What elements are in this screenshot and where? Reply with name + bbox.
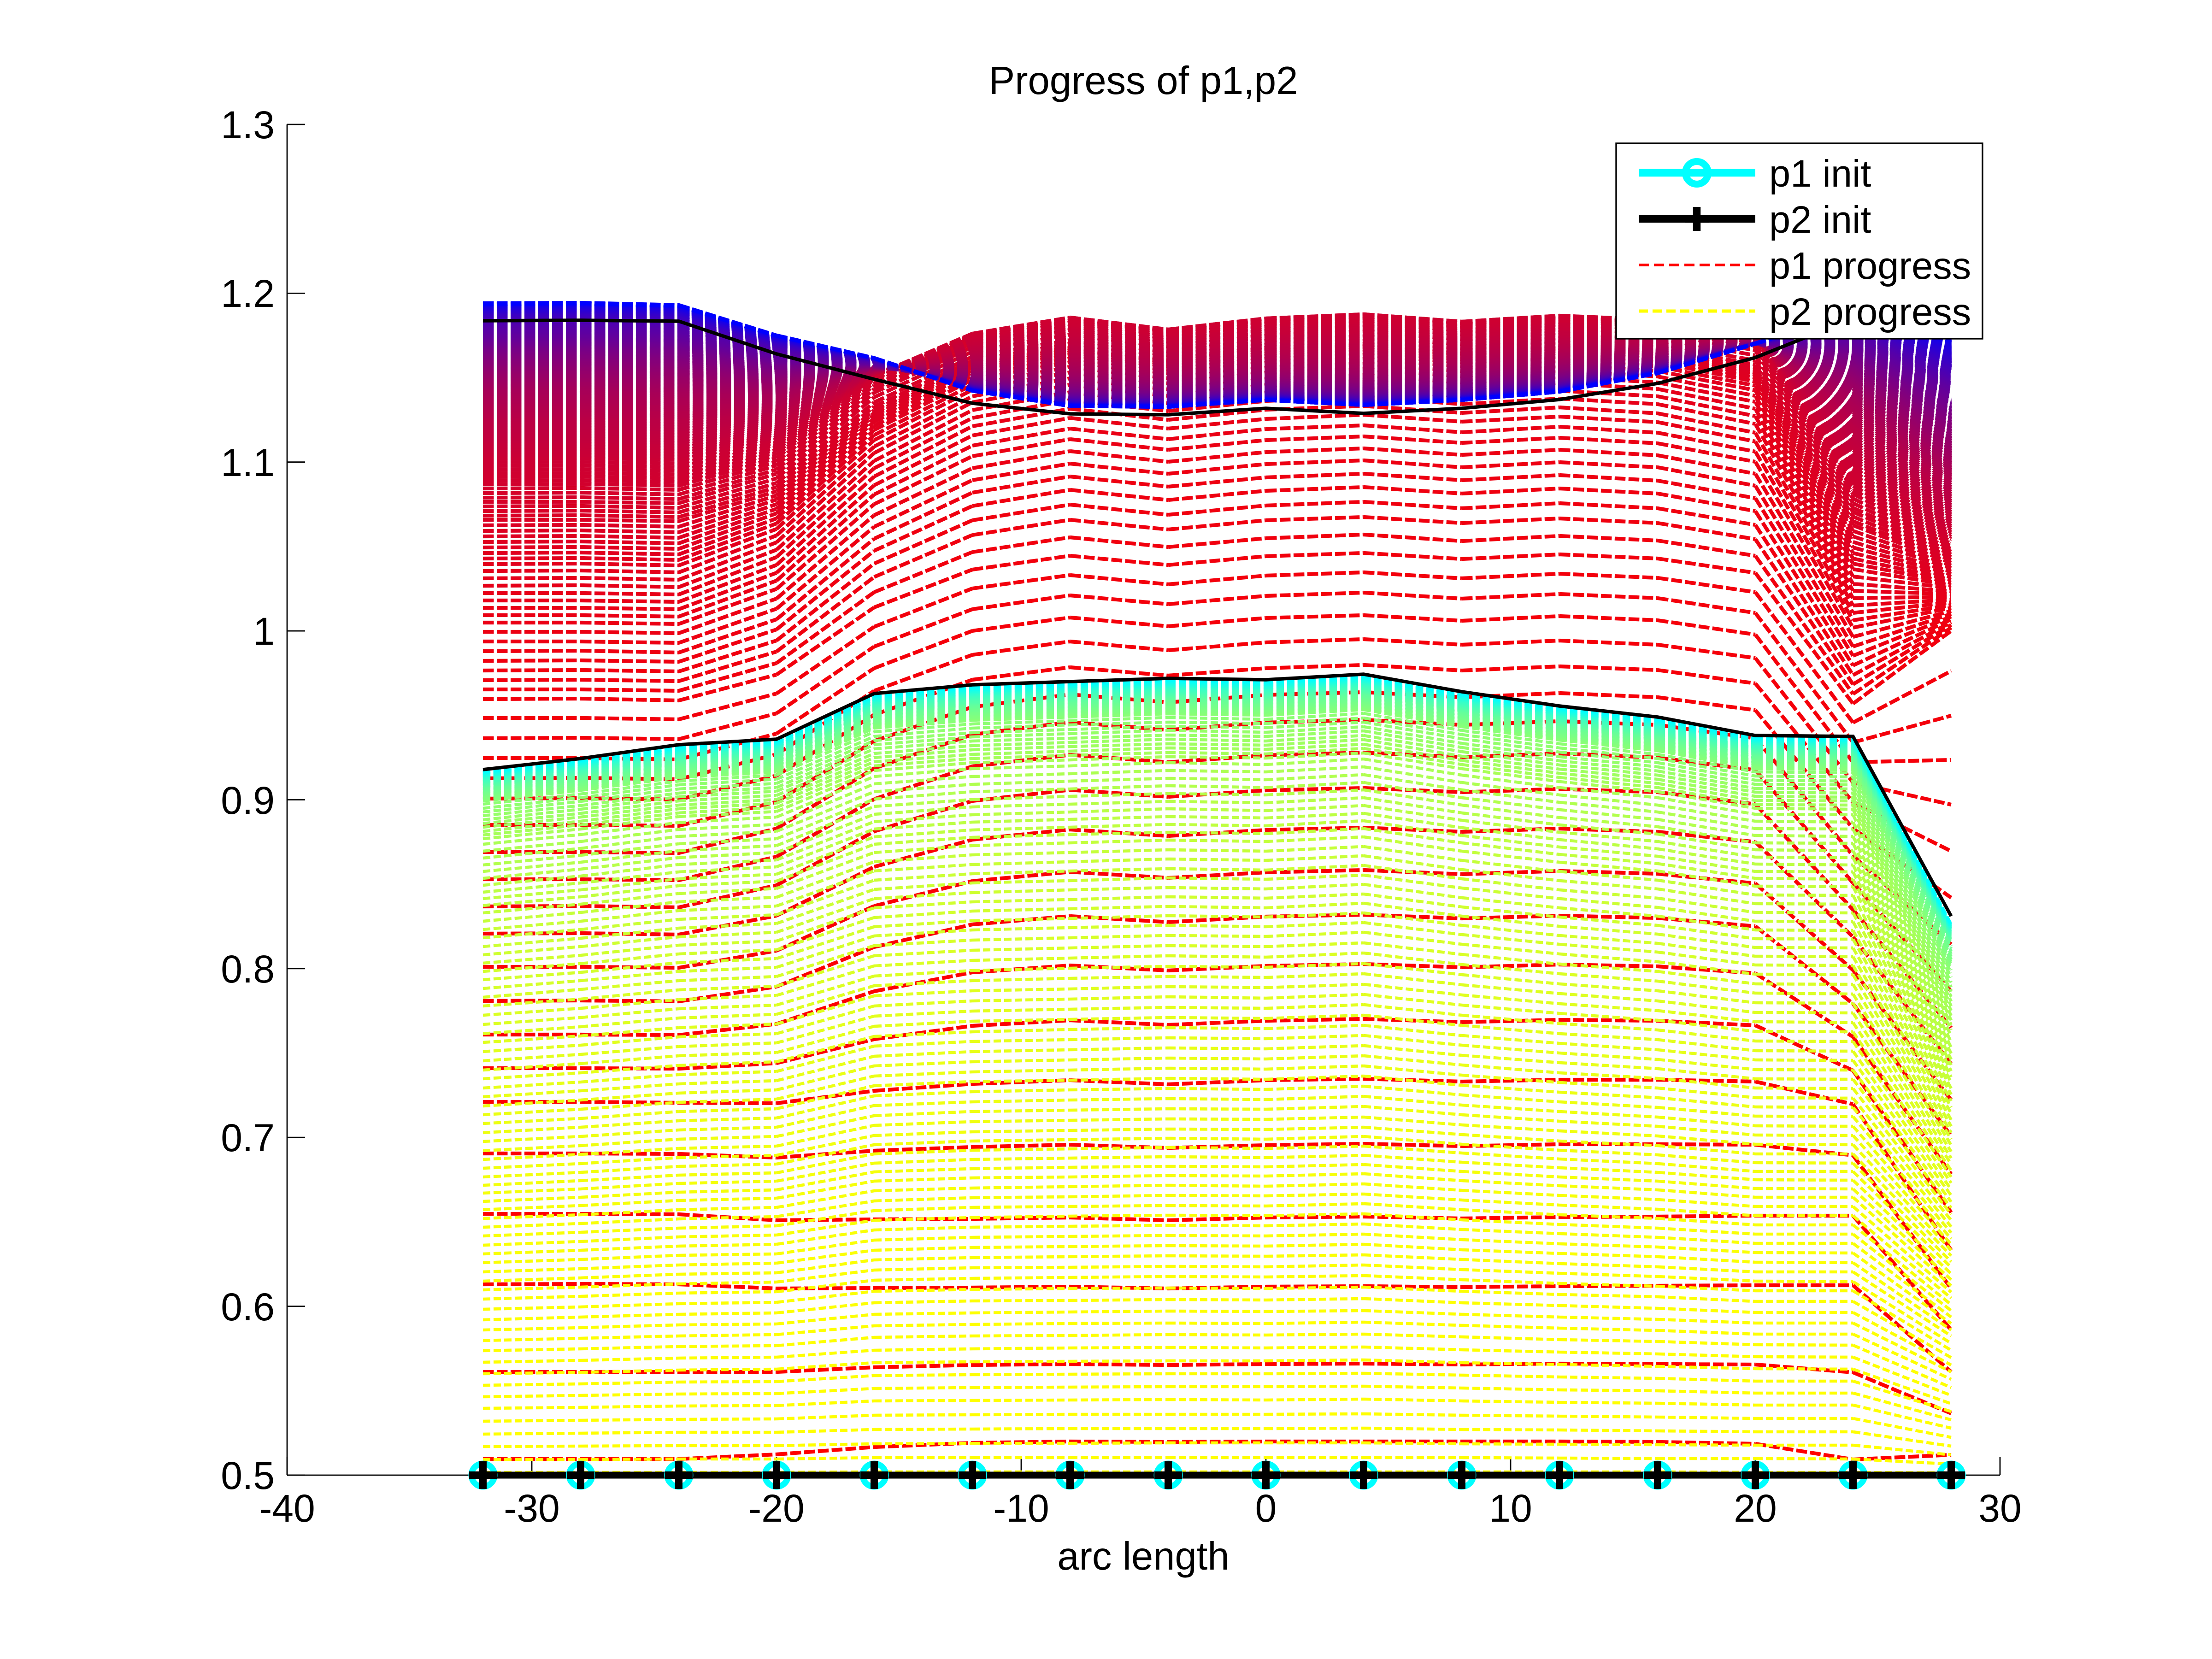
svg-text:0.5: 0.5 <box>221 1454 275 1497</box>
svg-text:0.6: 0.6 <box>221 1285 275 1329</box>
svg-text:1.2: 1.2 <box>221 272 275 315</box>
svg-text:0.9: 0.9 <box>221 779 275 822</box>
svg-text:0.7: 0.7 <box>221 1116 275 1159</box>
svg-text:0: 0 <box>1255 1487 1277 1530</box>
svg-text:-20: -20 <box>748 1487 804 1530</box>
svg-text:20: 20 <box>1734 1487 1777 1530</box>
svg-text:10: 10 <box>1489 1487 1532 1530</box>
svg-text:p1 progress: p1 progress <box>1769 244 1971 287</box>
svg-text:-40: -40 <box>259 1487 315 1530</box>
svg-text:-10: -10 <box>993 1487 1049 1530</box>
svg-text:-30: -30 <box>504 1487 559 1530</box>
svg-text:Progress of p1,p2: Progress of p1,p2 <box>989 59 1298 103</box>
svg-text:p1 init: p1 init <box>1769 152 1871 195</box>
svg-text:30: 30 <box>1978 1487 2021 1530</box>
svg-text:1.1: 1.1 <box>221 441 275 484</box>
svg-text:1.3: 1.3 <box>221 103 275 147</box>
svg-text:arc length: arc length <box>1057 1535 1229 1578</box>
svg-text:p2 progress: p2 progress <box>1769 290 1971 333</box>
svg-text:0.8: 0.8 <box>221 947 275 991</box>
svg-text:p2 init: p2 init <box>1769 198 1871 241</box>
svg-text:1: 1 <box>253 610 275 653</box>
